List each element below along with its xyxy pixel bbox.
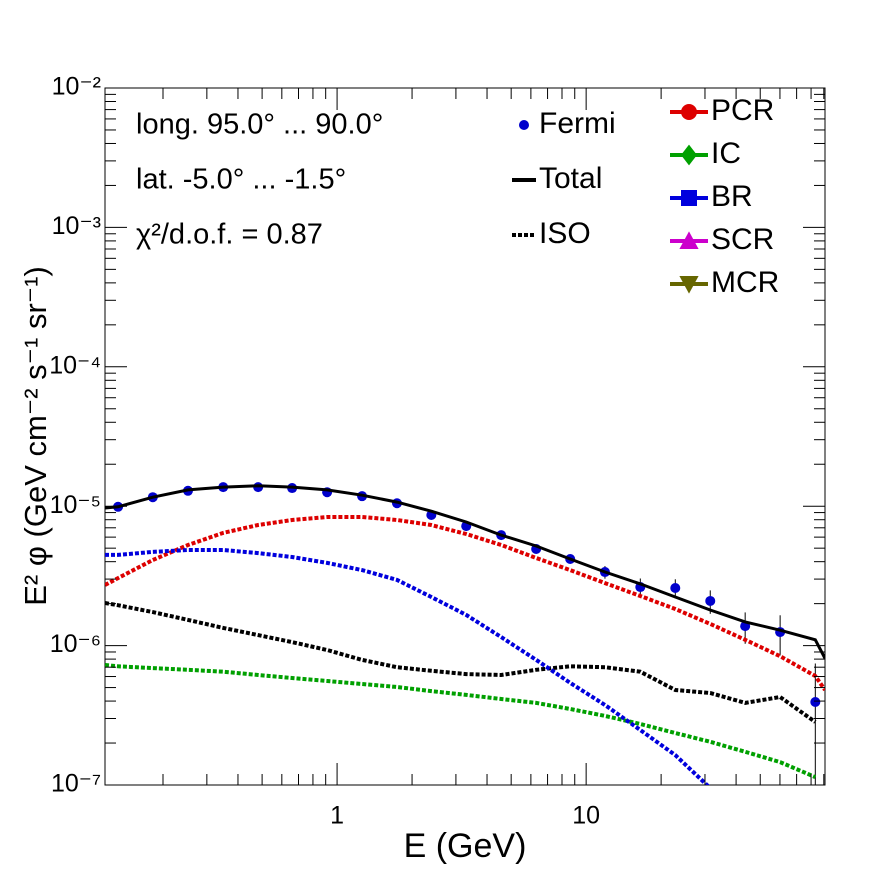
y-tick-label: 10⁻⁶ [50,630,101,658]
legend-label: PCR [711,94,774,127]
x-tick-label: 1 [330,802,344,830]
series-line [105,484,825,660]
y-tick-label: 10⁻² [52,73,101,101]
legend-label: Fermi [539,107,616,140]
plot-area [105,482,825,785]
plot-frame [104,87,826,786]
y-tick-label: 10⁻⁵ [50,491,101,519]
legend-label: ISO [539,217,591,250]
x-axis-label: E (GeV) [404,827,527,865]
y-tick-label: 10⁻⁴ [49,351,101,379]
legend-label: IC [711,137,741,170]
y-axis-label: E² φ (GeV cm⁻² s⁻¹ sr⁻¹) [18,266,53,606]
legend-label: SCR [711,223,774,256]
legend-label: Total [539,162,602,195]
series-line [105,548,710,785]
x-tick-label: 10 [572,802,600,830]
series-line [105,601,817,724]
series-line [105,663,817,779]
data-point [670,582,681,593]
legend-marker [681,144,697,166]
legend-marker [679,276,699,294]
annotation: lat. -5.0° ... -1.5° [136,164,346,196]
data-point [810,696,821,707]
annotation: long. 95.0° ... 90.0° [136,109,383,141]
legend-label: BR [711,180,753,213]
legend-marker [681,190,697,206]
y-tick-label: 10⁻³ [52,212,101,240]
legend-label: MCR [711,266,779,299]
legend-marker [679,231,699,249]
legend-marker [681,104,697,120]
series-line [105,515,825,692]
y-tick-label: 10⁻⁷ [51,770,101,798]
legend-marker [519,120,529,130]
annotation: χ²/d.o.f. = 0.87 [136,219,323,251]
data-point [705,595,716,606]
